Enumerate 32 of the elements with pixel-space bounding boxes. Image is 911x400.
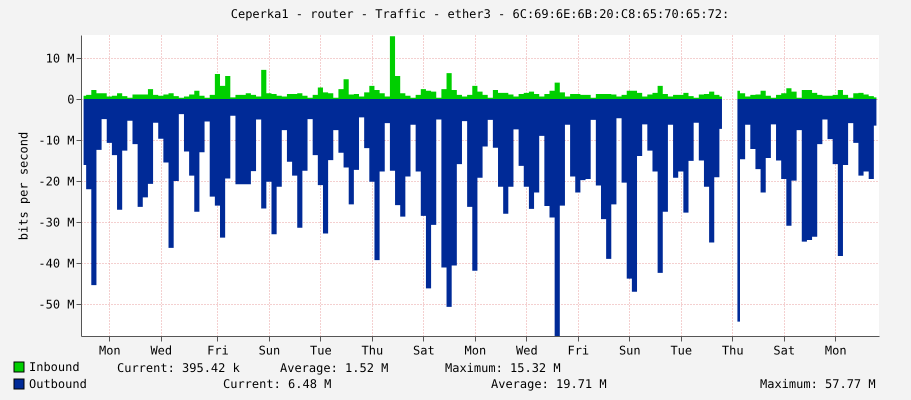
y-tick-label: 0 (67, 92, 74, 106)
x-tick-label: Sun (618, 344, 641, 358)
y-axis-title: bits per second (16, 132, 30, 240)
x-tick-label: Thu (722, 344, 744, 358)
x-tick-label: Fri (567, 344, 590, 358)
x-tick-label: Sat (413, 344, 435, 358)
x-tick-label: Fri (207, 344, 229, 358)
y-tick-label: -50 M (38, 298, 74, 312)
x-tick-label: Thu (362, 344, 384, 358)
x-tick-label: Mon (824, 344, 847, 358)
y-tick-label: -20 M (38, 174, 74, 188)
text: Average: 19.71 M (491, 377, 607, 391)
x-tick-label: Wed (150, 344, 172, 358)
text: Maximum: 57.77 M (760, 377, 876, 391)
text: Current: 395.42 k (117, 361, 240, 375)
x-tick-label: Sun (258, 344, 280, 358)
x-tick-label: Sat (773, 344, 796, 358)
y-tick-label: -30 M (38, 215, 74, 230)
legend-label: Inbound (29, 360, 80, 374)
x-tick-label: Tue (310, 344, 332, 358)
x-tick-label: Mon (464, 344, 486, 358)
x-tick-label: Mon (98, 344, 121, 358)
legend-label: Outbound (29, 377, 87, 391)
text: Maximum: 15.32 M (445, 361, 561, 375)
y-tick-label: -10 M (38, 133, 74, 148)
chart-title: Ceperka1 - router - Traffic - ether3 - 6C:69:6E:6B:20:C8:65:70:65:72: (230, 7, 730, 21)
y-tick-label: -40 M (38, 256, 74, 271)
y-tick-label: 10 M (46, 51, 74, 66)
text: Average: 1.52 M (280, 361, 388, 375)
text: Current: 6.48 M (223, 377, 332, 391)
x-tick-label: Wed (516, 344, 538, 358)
x-tick-label: Tue (670, 344, 692, 358)
